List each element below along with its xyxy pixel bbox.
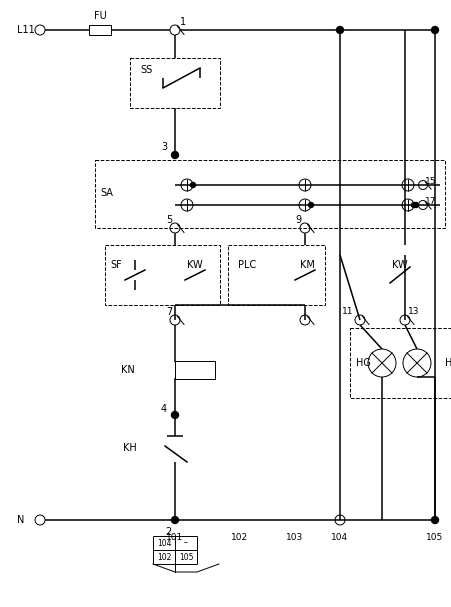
Circle shape	[171, 517, 178, 523]
Text: 7: 7	[166, 307, 172, 317]
Text: 3: 3	[161, 142, 166, 152]
Text: N: N	[17, 515, 24, 525]
Text: PLC: PLC	[238, 260, 256, 270]
Text: KN: KN	[121, 365, 135, 375]
Text: 15: 15	[424, 177, 436, 186]
Bar	[349, 328, 451, 398]
Text: 102: 102	[231, 534, 248, 543]
Text: 105: 105	[178, 552, 193, 561]
Text: 2: 2	[166, 527, 172, 537]
Circle shape	[431, 517, 437, 523]
Circle shape	[431, 27, 437, 33]
Bar	[88, 25, 111, 35]
Text: KM: KM	[299, 260, 314, 270]
Bar	[130, 58, 220, 108]
Circle shape	[413, 203, 418, 208]
Text: SF: SF	[110, 260, 121, 270]
Circle shape	[190, 183, 195, 188]
Text: 104: 104	[331, 534, 348, 543]
Text: L11: L11	[17, 25, 35, 35]
Text: SA: SA	[100, 189, 113, 198]
Bar	[175, 361, 215, 379]
Text: KW: KW	[187, 260, 202, 270]
Text: 13: 13	[407, 308, 419, 316]
Text: 5: 5	[166, 215, 172, 225]
Text: 1: 1	[179, 17, 186, 27]
Text: KW: KW	[391, 260, 407, 270]
Text: HG: HG	[355, 358, 370, 368]
Circle shape	[410, 203, 415, 208]
Bar	[105, 245, 220, 305]
Text: 105: 105	[425, 534, 442, 543]
Text: 9: 9	[295, 215, 301, 225]
Circle shape	[336, 27, 343, 33]
Text: SS: SS	[140, 65, 152, 75]
Text: 11: 11	[341, 308, 352, 316]
Circle shape	[171, 152, 178, 158]
Text: 104: 104	[156, 538, 171, 548]
Text: –: –	[184, 538, 188, 548]
Text: FU: FU	[93, 11, 106, 21]
Text: HR: HR	[444, 358, 451, 368]
Circle shape	[171, 412, 178, 418]
Bar	[95, 160, 444, 228]
Text: 4: 4	[161, 404, 166, 414]
Text: 101: 101	[166, 534, 183, 543]
Text: 102: 102	[156, 552, 171, 561]
Circle shape	[308, 203, 313, 208]
Bar	[227, 245, 324, 305]
Text: KH: KH	[123, 443, 137, 453]
Text: 103: 103	[286, 534, 303, 543]
Text: 17: 17	[424, 197, 436, 206]
